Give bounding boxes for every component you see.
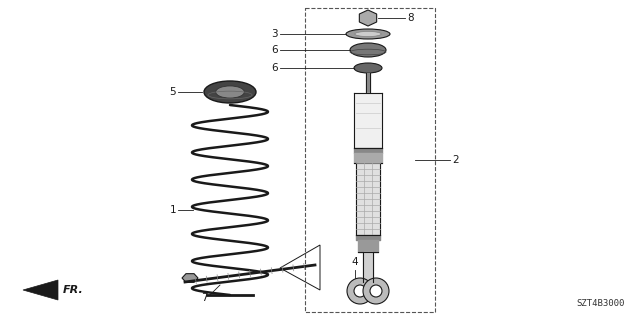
Ellipse shape bbox=[346, 29, 390, 39]
Ellipse shape bbox=[204, 81, 256, 103]
Polygon shape bbox=[359, 10, 377, 26]
Text: 6: 6 bbox=[271, 45, 278, 55]
Text: 4: 4 bbox=[352, 257, 358, 267]
Text: 5: 5 bbox=[170, 87, 176, 97]
Text: 1: 1 bbox=[170, 205, 176, 215]
Text: 6: 6 bbox=[271, 63, 278, 73]
Text: 7: 7 bbox=[202, 293, 208, 303]
Polygon shape bbox=[23, 280, 58, 300]
Circle shape bbox=[354, 285, 366, 297]
Ellipse shape bbox=[355, 32, 381, 36]
Ellipse shape bbox=[354, 63, 382, 73]
Text: SZT4B3000: SZT4B3000 bbox=[577, 299, 625, 308]
Text: 8: 8 bbox=[407, 13, 413, 23]
Ellipse shape bbox=[350, 43, 386, 57]
Polygon shape bbox=[182, 274, 198, 282]
Text: 3: 3 bbox=[271, 29, 278, 39]
Text: 2: 2 bbox=[452, 155, 459, 165]
Ellipse shape bbox=[216, 86, 244, 98]
Circle shape bbox=[363, 278, 389, 304]
Circle shape bbox=[347, 278, 373, 304]
Circle shape bbox=[370, 285, 382, 297]
Text: FR.: FR. bbox=[63, 285, 84, 295]
